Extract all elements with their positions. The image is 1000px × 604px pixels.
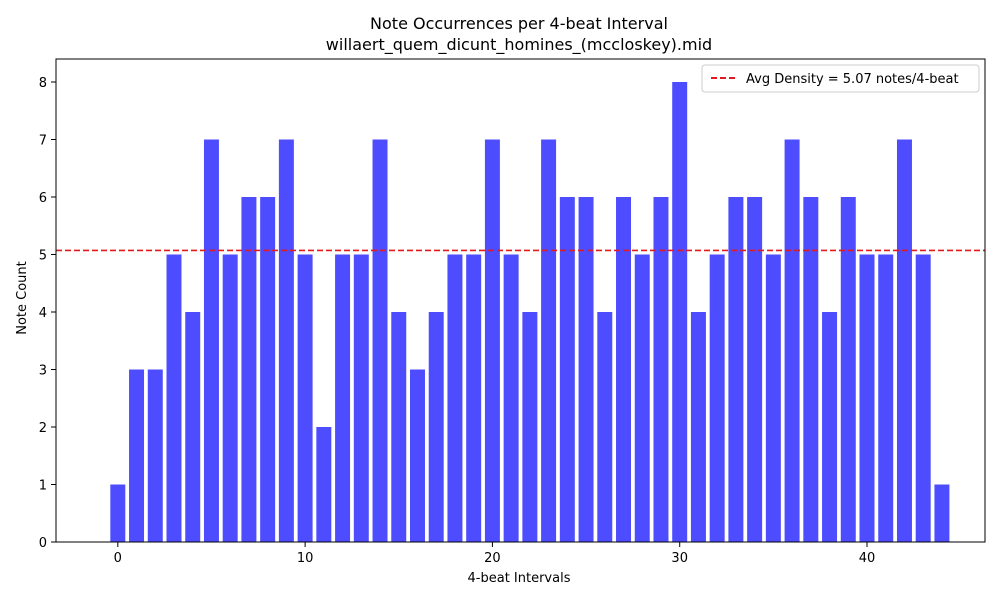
bar	[709, 254, 725, 542]
x-tick-label: 10	[297, 551, 314, 566]
bar	[578, 197, 594, 542]
bar	[466, 254, 482, 542]
bar	[222, 254, 238, 542]
bar	[522, 312, 538, 542]
bar	[896, 139, 912, 542]
bar	[597, 312, 613, 542]
bar	[878, 254, 894, 542]
bar	[260, 197, 276, 542]
legend: Avg Density = 5.07 notes/4-beat	[701, 64, 980, 93]
bar	[934, 484, 950, 542]
y-tick-label: 1	[39, 479, 47, 494]
bar	[503, 254, 519, 542]
bar	[728, 197, 744, 542]
x-tick-label: 40	[859, 551, 876, 566]
legend-box	[701, 64, 980, 93]
y-tick-label: 5	[39, 249, 47, 264]
bar	[653, 197, 669, 542]
y-tick-label: 3	[39, 364, 47, 379]
bar	[484, 139, 500, 542]
x-axis-label: 4-beat Intervals	[468, 571, 571, 586]
bar	[859, 254, 875, 542]
bar	[915, 254, 931, 542]
legend-average-label: Avg Density = 5.07 notes/4-beat	[746, 72, 959, 87]
bar	[391, 312, 407, 542]
y-tick-label: 2	[39, 421, 47, 436]
bar	[316, 427, 332, 542]
bar	[690, 312, 706, 542]
chart-subtitle: willaert_quem_dicunt_homines_(mccloskey)…	[326, 35, 712, 55]
bar	[372, 139, 388, 542]
bar	[765, 254, 781, 542]
bar	[297, 254, 313, 542]
bar	[784, 139, 800, 542]
plot-area: 0 10 20 30 40 0 1 2 3 4 5 6 7 8	[39, 58, 986, 566]
bar	[634, 254, 650, 542]
bar	[335, 254, 351, 542]
y-tick-label: 7	[39, 134, 47, 149]
bar	[747, 197, 763, 542]
bar	[129, 369, 145, 542]
bar	[409, 369, 425, 542]
bar	[166, 254, 182, 542]
bar	[185, 312, 201, 542]
y-tick-label: 6	[39, 191, 47, 206]
chart-title: Note Occurrences per 4-beat Interval	[370, 14, 668, 33]
bar	[559, 197, 575, 542]
bar	[203, 139, 219, 542]
x-tick-label: 0	[114, 551, 122, 566]
y-tick-label: 8	[39, 76, 47, 91]
y-tick-label: 4	[39, 306, 47, 321]
bar	[541, 139, 557, 542]
y-axis-label: Note Count	[15, 261, 30, 335]
bar	[147, 369, 163, 542]
bar	[353, 254, 369, 542]
bar	[840, 197, 856, 542]
x-tick-label: 20	[484, 551, 501, 566]
bar	[672, 82, 688, 542]
bar	[447, 254, 463, 542]
y-tick-label: 0	[39, 536, 47, 551]
x-tick-label: 30	[671, 551, 688, 566]
bar	[803, 197, 819, 542]
bar	[822, 312, 838, 542]
bar	[428, 312, 444, 542]
bar	[241, 197, 257, 542]
bar	[110, 484, 126, 542]
bar	[278, 139, 294, 542]
plot-frame	[55, 58, 986, 543]
bar	[616, 197, 632, 542]
